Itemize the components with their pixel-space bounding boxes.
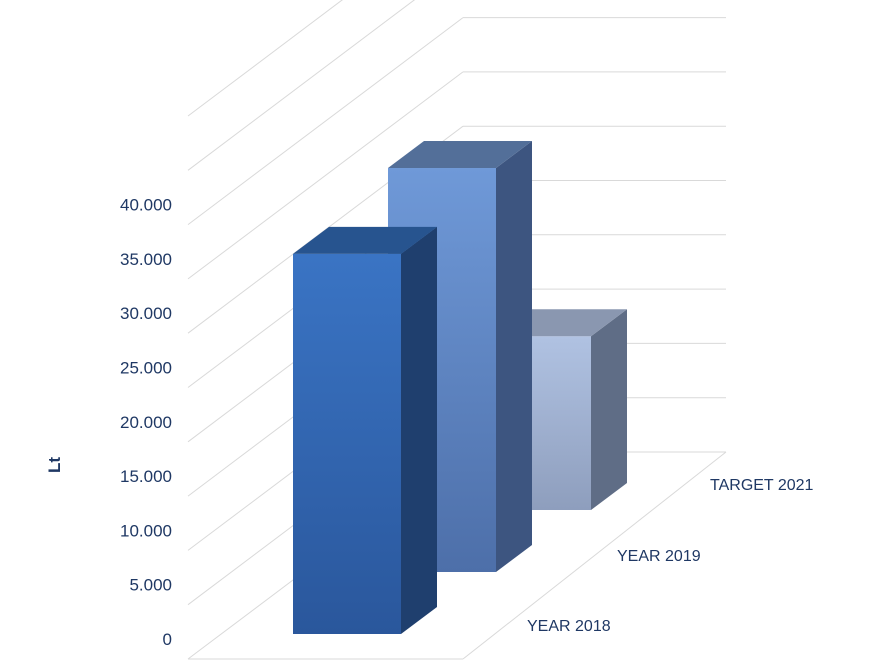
bar-top-face (293, 226, 437, 254)
category-labels: YEAR 2018 YEAR 2019 TARGET 2021 (527, 477, 814, 635)
category-label: TARGET 2021 (710, 477, 814, 494)
bar-side-face (496, 141, 532, 572)
floor-right-edge (462, 451, 727, 660)
y-tick-label: 5.000 (129, 576, 172, 595)
bar-side-face (401, 226, 437, 634)
y-axis-title: Lt (45, 457, 64, 473)
gridline-diagonal (187, 71, 464, 280)
y-tick-label: 40.000 (120, 196, 172, 215)
category-label: YEAR 2019 (617, 548, 701, 565)
y-tick-label: 10.000 (120, 521, 172, 540)
gridline-diagonal (187, 0, 343, 117)
y-tick-label: 35.000 (120, 250, 172, 269)
y-tick-label: 15.000 (120, 467, 172, 486)
bar-side-face (591, 309, 627, 510)
bar-year-2018 (293, 226, 437, 634)
y-tick-label: 30.000 (120, 304, 172, 323)
gridline-diagonal (187, 17, 464, 225)
bar-top-face (388, 141, 532, 169)
category-label: YEAR 2018 (527, 618, 611, 635)
bars (293, 141, 627, 634)
y-tick-label: 20.000 (120, 413, 172, 432)
bar-front-face (293, 253, 401, 634)
y-axis-ticks: 0 5.000 10.000 15.000 20.000 25.000 30.000 35.0… (120, 196, 172, 649)
gridline-diagonal (187, 0, 416, 171)
y-tick-label: 25.000 (120, 359, 172, 378)
y-tick-label: 0 (163, 630, 172, 649)
